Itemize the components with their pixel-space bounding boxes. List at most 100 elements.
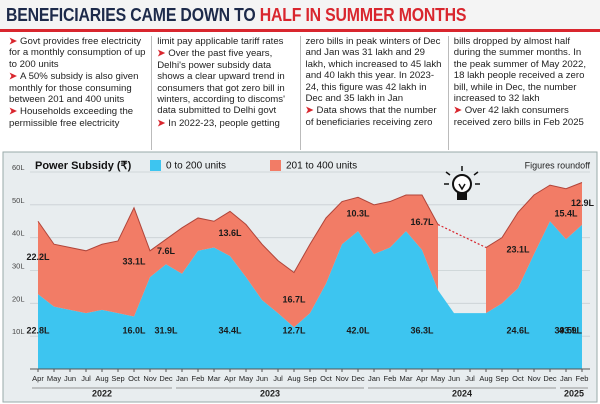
x-tick-label: Aug <box>287 374 300 383</box>
bullet-text: limit pay applicable tariff rates <box>157 36 284 47</box>
year-label: 2022 <box>92 388 112 398</box>
area-top-line <box>485 182 583 248</box>
bulb-filament <box>458 183 466 191</box>
title-bar: BENEFICIARIES CAME DOWN TO HALF IN SUMME… <box>0 0 600 32</box>
x-tick-label: Jan <box>368 374 380 383</box>
y-tick-label: 10L <box>12 327 25 336</box>
value-label: 13.6L <box>218 228 242 238</box>
x-tick-label: Jun <box>256 374 268 383</box>
title: BENEFICIARIES CAME DOWN TO HALF IN SUMME… <box>6 5 466 26</box>
x-tick-label: Jul <box>273 374 283 383</box>
value-label: 16.7L <box>410 217 434 227</box>
bullet: limit pay applicable tariff rates <box>157 36 294 47</box>
x-tick-label: Apr <box>32 374 44 383</box>
value-label: 43.9L <box>559 325 583 335</box>
text-column: zero bills in peak winters of Dec and Ja… <box>299 36 448 150</box>
x-tick-label: Dec <box>543 374 557 383</box>
bullet-text: Over 42 lakh consumers received zero bil… <box>453 105 584 128</box>
area-201-to-400 <box>486 182 582 314</box>
legend-label: 201 to 400 units <box>286 161 357 172</box>
chart-note: Figures roundoff <box>525 160 591 170</box>
bullet-text: bills dropped by almost half during the … <box>453 36 586 105</box>
bulb-icon <box>444 166 480 200</box>
value-label: 42.0L <box>346 325 370 335</box>
x-tick-label: Aug <box>95 374 108 383</box>
bullet: ➤ A 50% subsidy is also given monthly for… <box>9 71 146 105</box>
year-label: 2025 <box>564 388 584 398</box>
y-tick-label: 60L <box>12 163 25 172</box>
x-tick-label: Sep <box>111 374 124 383</box>
title-highlight: HALF IN SUMMER MONTHS <box>259 5 467 25</box>
x-tick-label: Sep <box>303 374 316 383</box>
value-label: 24.6L <box>506 325 530 335</box>
text-column: ➤ Govt provides free electricity for a mo… <box>4 36 151 150</box>
x-tick-label: Jan <box>560 374 572 383</box>
value-label: 39.5L <box>554 325 578 335</box>
value-label: 22.2L <box>26 252 50 262</box>
text-column: bills dropped by almost half during the … <box>447 36 596 150</box>
area-0-to-200 <box>38 221 582 369</box>
y-tick-label: 30L <box>12 261 25 270</box>
value-label: 36.3L <box>410 325 434 335</box>
bullet-text: Govt provides free electricity for a mon… <box>9 36 146 70</box>
value-label: 16.7L <box>282 294 306 304</box>
title-part: BENEFICIARIES CAME DOWN TO <box>6 5 260 25</box>
x-tick-label: Nov <box>527 374 541 383</box>
x-tick-label: Oct <box>128 374 141 383</box>
bullet: bills dropped by almost half during the … <box>454 36 591 104</box>
x-tick-label: Oct <box>320 374 333 383</box>
x-tick-label: Feb <box>576 374 589 383</box>
x-tick-label: Jun <box>448 374 460 383</box>
x-tick-label: Apr <box>224 374 236 383</box>
value-label: 22.8L <box>26 325 50 335</box>
gap-connector <box>437 223 487 249</box>
value-label: 34.4L <box>218 325 242 335</box>
bullet-text: In 2022-23, people getting <box>168 117 280 129</box>
bulb-base <box>457 192 467 200</box>
bullet-text: A 50% subsidy is also given monthly for … <box>9 71 139 106</box>
value-label: 31.9L <box>154 325 178 335</box>
x-tick-label: Apr <box>416 374 428 383</box>
value-label: 15.4L <box>554 208 578 218</box>
x-tick-label: Sep <box>495 374 508 383</box>
bullet: ➤ Over the past five years, Delhi's power… <box>157 48 294 116</box>
bullet-arrow: ➤ <box>305 105 314 117</box>
year-label: 2023 <box>260 388 280 398</box>
value-label: 33.1L <box>122 257 146 267</box>
value-label: 12.7L <box>282 325 306 335</box>
value-label: 16.0L <box>122 325 146 335</box>
bullet-arrow: ➤ <box>157 48 166 60</box>
bullet: zero bills in peak winters of Dec and Ja… <box>306 36 443 104</box>
bullet-text: zero bills in peak winters of Dec and Ja… <box>305 36 442 105</box>
x-tick-label: Feb <box>384 374 397 383</box>
x-tick-label: Jun <box>64 374 76 383</box>
bullet: ➤ Households exceeding the permissible fr… <box>9 106 146 129</box>
bullet-arrow: ➤ <box>157 117 166 129</box>
text-columns: ➤ Govt provides free electricity for a mo… <box>4 36 596 150</box>
bullet-text: Households exceeding the permissible fre… <box>9 106 134 129</box>
bullet-arrow: ➤ <box>9 71 18 83</box>
bullet-arrow: ➤ <box>9 106 18 118</box>
bullet: ➤ Over 42 lakh consumers received zero bi… <box>454 105 591 128</box>
bullet-text: Over the past five years, Delhi's power … <box>157 48 285 117</box>
x-tick-label: Jul <box>81 374 91 383</box>
y-tick-label: 50L <box>12 196 25 205</box>
legend-swatch <box>150 160 161 171</box>
bullet-text: Data shows that the number of beneficiar… <box>305 105 437 128</box>
legend-swatch <box>270 160 281 171</box>
legend-label: 0 to 200 units <box>166 161 226 172</box>
x-tick-label: Nov <box>335 374 349 383</box>
x-tick-label: Aug <box>479 374 492 383</box>
area-top-line <box>37 194 439 274</box>
x-tick-label: May <box>431 374 445 383</box>
y-tick-label: 40L <box>12 229 25 238</box>
x-tick-label: Oct <box>512 374 525 383</box>
text-column: limit pay applicable tariff rates ➤ Over t… <box>151 36 299 150</box>
bullet-arrow: ➤ <box>9 36 18 47</box>
value-label: 10.3L <box>346 209 370 219</box>
x-tick-label: May <box>239 374 253 383</box>
x-tick-label: Nov <box>143 374 157 383</box>
bullet: ➤ Govt provides free electricity for a mo… <box>9 36 146 70</box>
